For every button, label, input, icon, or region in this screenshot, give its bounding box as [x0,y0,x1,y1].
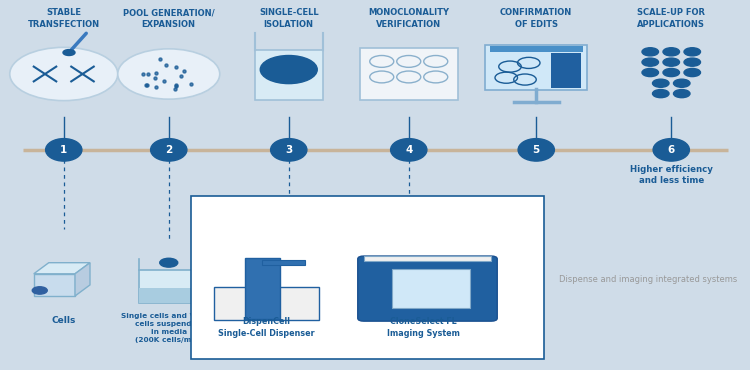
Circle shape [684,68,700,77]
Text: CONFIRMATION
OF EDITS: CONFIRMATION OF EDITS [500,8,572,29]
Circle shape [63,50,75,56]
Ellipse shape [518,139,554,161]
FancyBboxPatch shape [214,287,319,320]
Text: SCALE-UP FOR
APPLICATIONS: SCALE-UP FOR APPLICATIONS [638,8,705,29]
Circle shape [652,90,669,98]
Text: 4: 4 [405,145,412,155]
FancyBboxPatch shape [358,256,497,321]
Circle shape [684,48,700,56]
Ellipse shape [151,139,187,161]
Circle shape [118,49,220,99]
Circle shape [642,68,658,77]
FancyBboxPatch shape [360,48,458,100]
Text: 3: 3 [285,145,292,155]
Text: Higher efficiency
and less time: Higher efficiency and less time [630,165,712,185]
Circle shape [160,258,178,267]
Circle shape [652,79,669,87]
Text: 6: 6 [668,145,675,155]
Circle shape [663,68,680,77]
Ellipse shape [46,139,82,161]
FancyBboxPatch shape [490,46,583,52]
Text: Cells: Cells [52,316,76,324]
FancyBboxPatch shape [255,50,322,100]
Circle shape [674,79,690,87]
Polygon shape [75,263,90,296]
Circle shape [642,48,658,56]
FancyBboxPatch shape [139,270,199,303]
FancyBboxPatch shape [360,257,458,298]
Polygon shape [34,274,75,296]
FancyBboxPatch shape [364,256,491,261]
Text: DispenCell
Single-Cell Dispenser: DispenCell Single-Cell Dispenser [218,317,314,338]
Text: Cells suspended in
DispenceMe buffer
(20K cells/mL)
Cellular model formation: Cells suspended in DispenceMe buffer (20… [236,313,341,343]
Circle shape [684,58,700,66]
Polygon shape [34,263,90,274]
Circle shape [663,48,680,56]
FancyBboxPatch shape [485,45,587,90]
Text: SINGLE-CELL
ISOLATION: SINGLE-CELL ISOLATION [259,8,319,29]
Circle shape [32,287,47,294]
FancyBboxPatch shape [551,53,581,88]
Text: Dispense and imaging integrated systems: Dispense and imaging integrated systems [559,275,737,284]
Text: CloneSelect FL
Imaging System: CloneSelect FL Imaging System [387,317,460,338]
Text: POOL GENERATION/
EXPANSION: POOL GENERATION/ EXPANSION [123,8,214,29]
FancyBboxPatch shape [139,288,199,303]
Text: 1: 1 [60,145,68,155]
Circle shape [642,58,658,66]
Circle shape [674,90,690,98]
FancyBboxPatch shape [392,269,470,308]
FancyBboxPatch shape [191,196,544,359]
Text: STABLE
TRANSFECTION: STABLE TRANSFECTION [28,8,100,29]
Circle shape [663,58,680,66]
Text: 5: 5 [532,145,540,155]
FancyBboxPatch shape [245,258,280,319]
Ellipse shape [653,139,689,161]
Circle shape [10,47,118,101]
Circle shape [260,56,317,84]
Ellipse shape [391,139,427,161]
Text: MONOCLONALITY
VERIFICATION: MONOCLONALITY VERIFICATION [368,8,449,29]
Text: 2: 2 [165,145,172,155]
FancyBboxPatch shape [259,270,319,303]
Ellipse shape [271,139,307,161]
FancyBboxPatch shape [262,260,305,265]
Text: Single cells and Viable
cells suspended
in media
(200K cells/mL ): Single cells and Viable cells suspended … [122,313,216,343]
FancyBboxPatch shape [259,288,319,303]
